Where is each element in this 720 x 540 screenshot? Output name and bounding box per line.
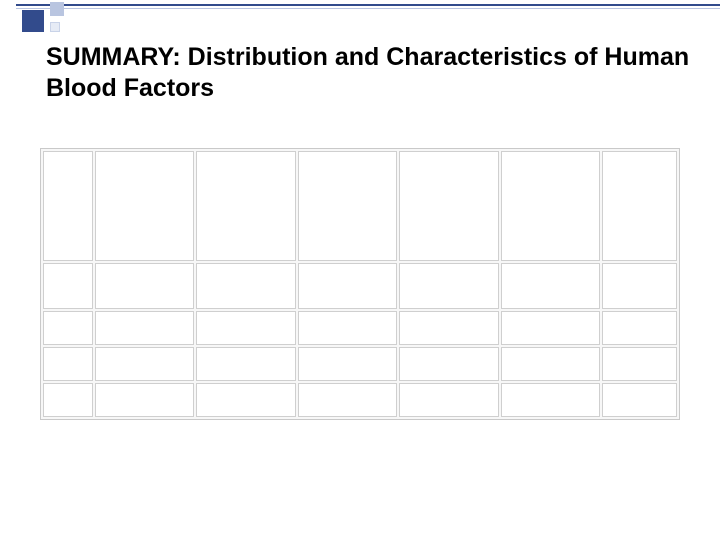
summary-table xyxy=(40,148,680,420)
accent-square-large xyxy=(22,10,44,32)
table-cell xyxy=(298,151,398,261)
table-cell xyxy=(95,151,195,261)
table xyxy=(41,149,679,419)
table-cell xyxy=(501,263,601,309)
table-row xyxy=(43,151,677,261)
table-cell xyxy=(298,383,398,417)
table-cell xyxy=(43,151,93,261)
table-cell xyxy=(43,347,93,381)
table-cell xyxy=(399,311,499,345)
table-cell xyxy=(95,347,195,381)
table-cell xyxy=(43,311,93,345)
table-cell xyxy=(95,311,195,345)
table-cell xyxy=(298,311,398,345)
table-cell xyxy=(399,263,499,309)
table-cell xyxy=(196,311,296,345)
accent-line-thin xyxy=(16,8,720,9)
table-cell xyxy=(298,263,398,309)
table-cell xyxy=(602,383,677,417)
table-cell xyxy=(399,383,499,417)
table-cell xyxy=(196,347,296,381)
table-cell xyxy=(602,263,677,309)
slide-title: SUMMARY: Distribution and Characteristic… xyxy=(46,42,690,105)
accent-square-medium xyxy=(50,2,64,16)
accent-square-small xyxy=(50,22,60,32)
table-row xyxy=(43,263,677,309)
table-cell xyxy=(501,151,601,261)
table-cell xyxy=(399,347,499,381)
table-cell xyxy=(43,263,93,309)
table-cell xyxy=(399,151,499,261)
table-row xyxy=(43,347,677,381)
table-cell xyxy=(501,383,601,417)
table-cell xyxy=(501,311,601,345)
table-cell xyxy=(602,151,677,261)
table-cell xyxy=(501,347,601,381)
table-cell xyxy=(196,263,296,309)
table-cell xyxy=(196,383,296,417)
table-cell xyxy=(43,383,93,417)
table-row xyxy=(43,311,677,345)
table-row xyxy=(43,383,677,417)
slide: SUMMARY: Distribution and Characteristic… xyxy=(0,0,720,540)
table-cell xyxy=(95,263,195,309)
table-cell xyxy=(298,347,398,381)
table-cell xyxy=(602,347,677,381)
table-cell xyxy=(95,383,195,417)
table-cell xyxy=(602,311,677,345)
accent-line-thick xyxy=(16,4,720,6)
table-cell xyxy=(196,151,296,261)
slide-top-decor xyxy=(0,0,720,18)
